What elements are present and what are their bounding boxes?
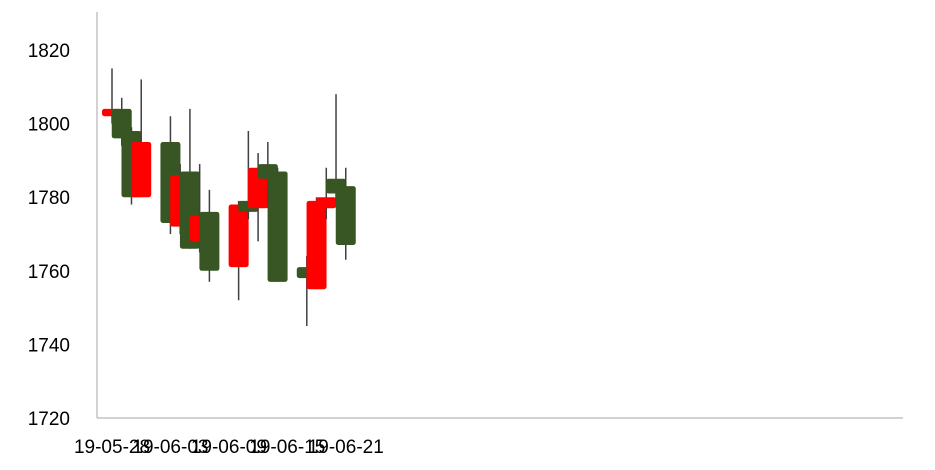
y-tick-label: 1820 (28, 41, 70, 62)
x-tick-label: 19-06-09 (191, 437, 267, 458)
candle-body-up (306, 200, 327, 290)
y-tick-label: 1800 (28, 115, 70, 136)
candle (316, 167, 337, 220)
x-tick-label: 19-06-15 (249, 437, 325, 458)
axes-layer (96, 12, 903, 419)
candle-body-down (111, 108, 132, 139)
y-tick-label: 1740 (28, 335, 70, 356)
candle (326, 94, 347, 201)
candle-body-up (316, 197, 337, 209)
labels-layer: 1720 1740 1760 1780 1800 1820 19-05-2819-06-03… (28, 41, 384, 458)
candle-body-down (267, 171, 288, 282)
y-tick-label: 1760 (28, 262, 70, 283)
candle (267, 167, 288, 282)
candle-body-down (335, 186, 356, 246)
candles-layer (102, 68, 356, 326)
x-tick-label: 19-05-28 (74, 437, 150, 458)
y-tick-label: 1780 (28, 188, 70, 209)
x-tick-label: 19-06-03 (132, 437, 208, 458)
candle-body-up (228, 204, 249, 268)
candle (131, 79, 152, 198)
candle-body-up (131, 142, 152, 198)
y-tick-label: 1720 (28, 409, 70, 430)
candle (199, 189, 220, 282)
candle (306, 197, 327, 290)
x-tick-label: 19-06-21 (308, 437, 384, 458)
candle-body-down (199, 211, 220, 271)
candle (228, 200, 249, 301)
candle (335, 167, 356, 260)
